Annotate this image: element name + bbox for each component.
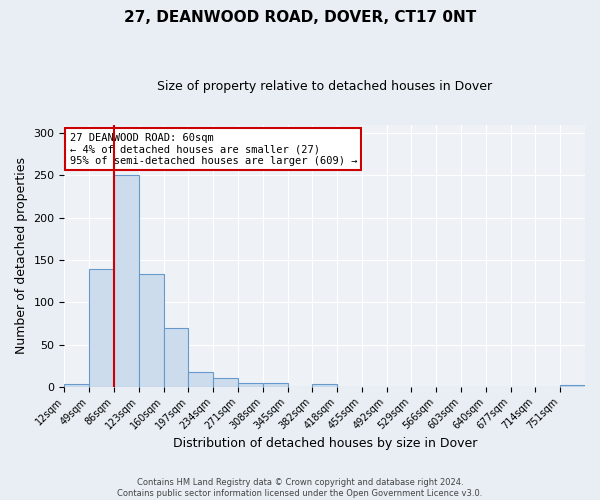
Bar (188, 372, 213, 387)
Bar (89, 270, 114, 387)
Bar (114, 176, 139, 387)
Title: Size of property relative to detached houses in Dover: Size of property relative to detached ho… (157, 80, 492, 93)
Bar (64, 384, 89, 387)
Text: 27 DEANWOOD ROAD: 60sqm
← 4% of detached houses are smaller (27)
95% of semi-det: 27 DEANWOOD ROAD: 60sqm ← 4% of detached… (70, 132, 357, 166)
Y-axis label: Number of detached properties: Number of detached properties (15, 158, 28, 354)
X-axis label: Distribution of detached houses by size in Dover: Distribution of detached houses by size … (173, 437, 477, 450)
Bar (238, 382, 263, 387)
Text: 27, DEANWOOD ROAD, DOVER, CT17 0NT: 27, DEANWOOD ROAD, DOVER, CT17 0NT (124, 10, 476, 25)
Text: Contains HM Land Registry data © Crown copyright and database right 2024.
Contai: Contains HM Land Registry data © Crown c… (118, 478, 482, 498)
Bar (213, 378, 238, 387)
Bar (164, 328, 188, 387)
Bar (313, 384, 337, 387)
Bar (560, 385, 585, 387)
Bar (263, 382, 287, 387)
Bar (139, 274, 164, 387)
